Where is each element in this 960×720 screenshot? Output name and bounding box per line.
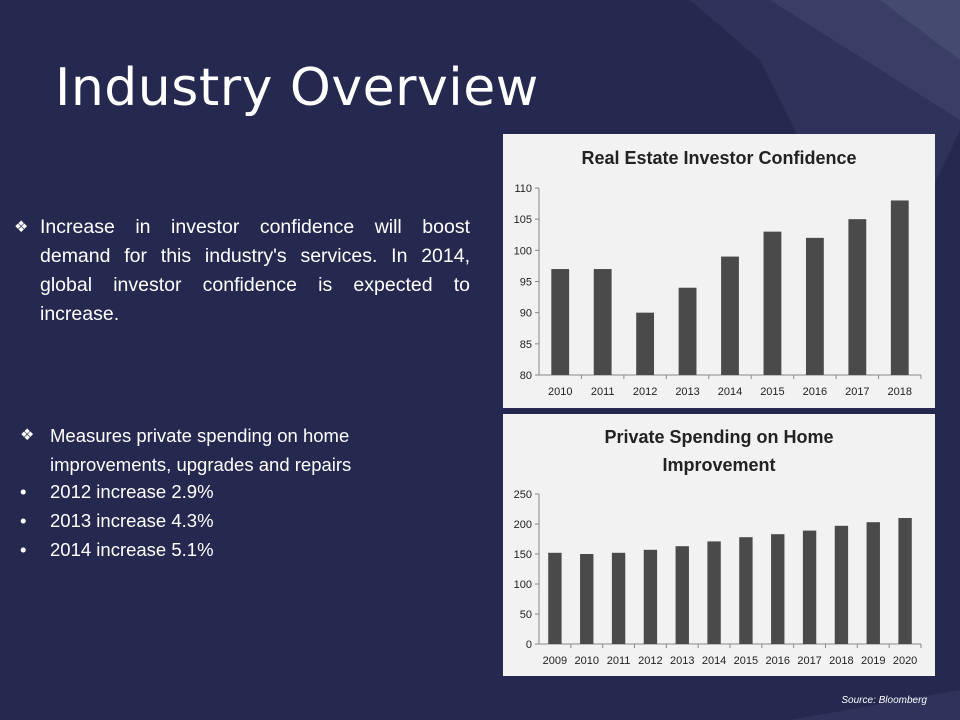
- x-tick-label: 2016: [803, 386, 827, 398]
- x-tick-label: 2011: [591, 386, 615, 398]
- x-tick-label: 2019: [861, 655, 885, 667]
- y-tick-label: 100: [514, 245, 532, 257]
- bar: [866, 522, 880, 644]
- y-tick-label: 200: [514, 519, 532, 531]
- x-tick-label: 2015: [760, 386, 784, 398]
- y-tick-label: 250: [514, 489, 532, 501]
- x-tick-label: 2013: [675, 386, 699, 398]
- home-improvement-chart-svg: Private Spending on Home Improvement 0 50 10…: [514, 427, 922, 667]
- investor-confidence-bullet: ❖ Increase in investor confidence will b…: [14, 213, 470, 329]
- bar: [890, 200, 909, 375]
- bar: [805, 237, 824, 375]
- y-tick-label: 50: [520, 609, 532, 621]
- y-tick-label: 150: [514, 549, 532, 561]
- investor-confidence-chart-svg: Real Estate Investor Confidence 80 85 90 95 1…: [514, 148, 922, 398]
- bar: [551, 269, 570, 375]
- x-tick-label: 2015: [734, 655, 758, 667]
- investor-confidence-text: Increase in investor confidence will boo…: [40, 216, 470, 325]
- x-tick-label: 2017: [845, 386, 869, 398]
- diamond-bullet-icon: ❖: [14, 219, 29, 236]
- dot-bullet-icon: •: [20, 481, 27, 502]
- sub-bullet-text: 2012 increase 2.9%: [50, 481, 214, 502]
- investor-confidence-chart: Real Estate Investor Confidence 80 85 90 95 1…: [503, 134, 935, 408]
- x-tick-label: 2020: [893, 655, 917, 667]
- x-tick-label: 2010: [548, 386, 572, 398]
- bar: [739, 537, 753, 644]
- home-improvement-chart: Private Spending on Home Improvement 0 50 10…: [503, 414, 935, 676]
- bar: [802, 530, 817, 644]
- chart-title: Private Spending on Home: [604, 427, 833, 447]
- x-tick-label: 2018: [888, 386, 912, 398]
- y-tick-label: 100: [514, 579, 532, 591]
- page-title: Industry Overview: [55, 58, 539, 118]
- x-tick-label: 2012: [633, 386, 657, 398]
- x-tick-label: 2016: [766, 655, 790, 667]
- y-tick-label: 85: [520, 339, 532, 351]
- x-tick-label: 2010: [575, 655, 599, 667]
- bar: [707, 541, 721, 644]
- x-tick-label: 2011: [607, 655, 631, 667]
- y-tick-label: 90: [520, 308, 532, 320]
- chart-title: Real Estate Investor Confidence: [581, 148, 856, 168]
- bar: [763, 231, 782, 375]
- x-tick-label: 2013: [670, 655, 694, 667]
- y-tick-label: 95: [520, 277, 532, 289]
- y-tick-label: 105: [514, 214, 532, 226]
- x-tick-label: 2009: [543, 655, 567, 667]
- y-tick-label: 0: [526, 639, 532, 651]
- spending-heading-text: Measures private spending on home improv…: [50, 425, 352, 475]
- y-tick-label: 110: [514, 183, 532, 195]
- bar: [580, 554, 594, 644]
- sub-bullet-text: 2014 increase 5.1%: [50, 539, 214, 560]
- bar: [834, 525, 849, 644]
- x-tick-label: 2017: [797, 655, 821, 667]
- sub-bullet-text: 2013 increase 4.3%: [50, 510, 214, 531]
- bar: [721, 256, 739, 375]
- bar: [643, 549, 658, 644]
- bar: [548, 552, 562, 644]
- source-note: Source: Bloomberg: [841, 695, 927, 706]
- bar: [636, 312, 655, 375]
- bar: [771, 534, 785, 644]
- bar: [593, 269, 612, 375]
- dot-bullet-icon: •: [20, 510, 27, 531]
- bar: [898, 518, 912, 644]
- spending-bullet: ❖ Measures private spending on home impr…: [20, 421, 460, 479]
- bar: [611, 552, 626, 644]
- dot-bullet-icon: •: [20, 539, 27, 560]
- chart-title: Improvement: [662, 455, 775, 475]
- x-tick-label: 2018: [829, 655, 853, 667]
- bar: [678, 287, 697, 375]
- diamond-bullet-icon: ❖: [20, 427, 35, 444]
- y-tick-label: 80: [520, 370, 532, 382]
- x-tick-label: 2014: [702, 655, 726, 667]
- bar: [675, 546, 689, 644]
- x-tick-label: 2014: [718, 386, 742, 398]
- x-tick-label: 2012: [638, 655, 662, 667]
- bar: [848, 219, 867, 375]
